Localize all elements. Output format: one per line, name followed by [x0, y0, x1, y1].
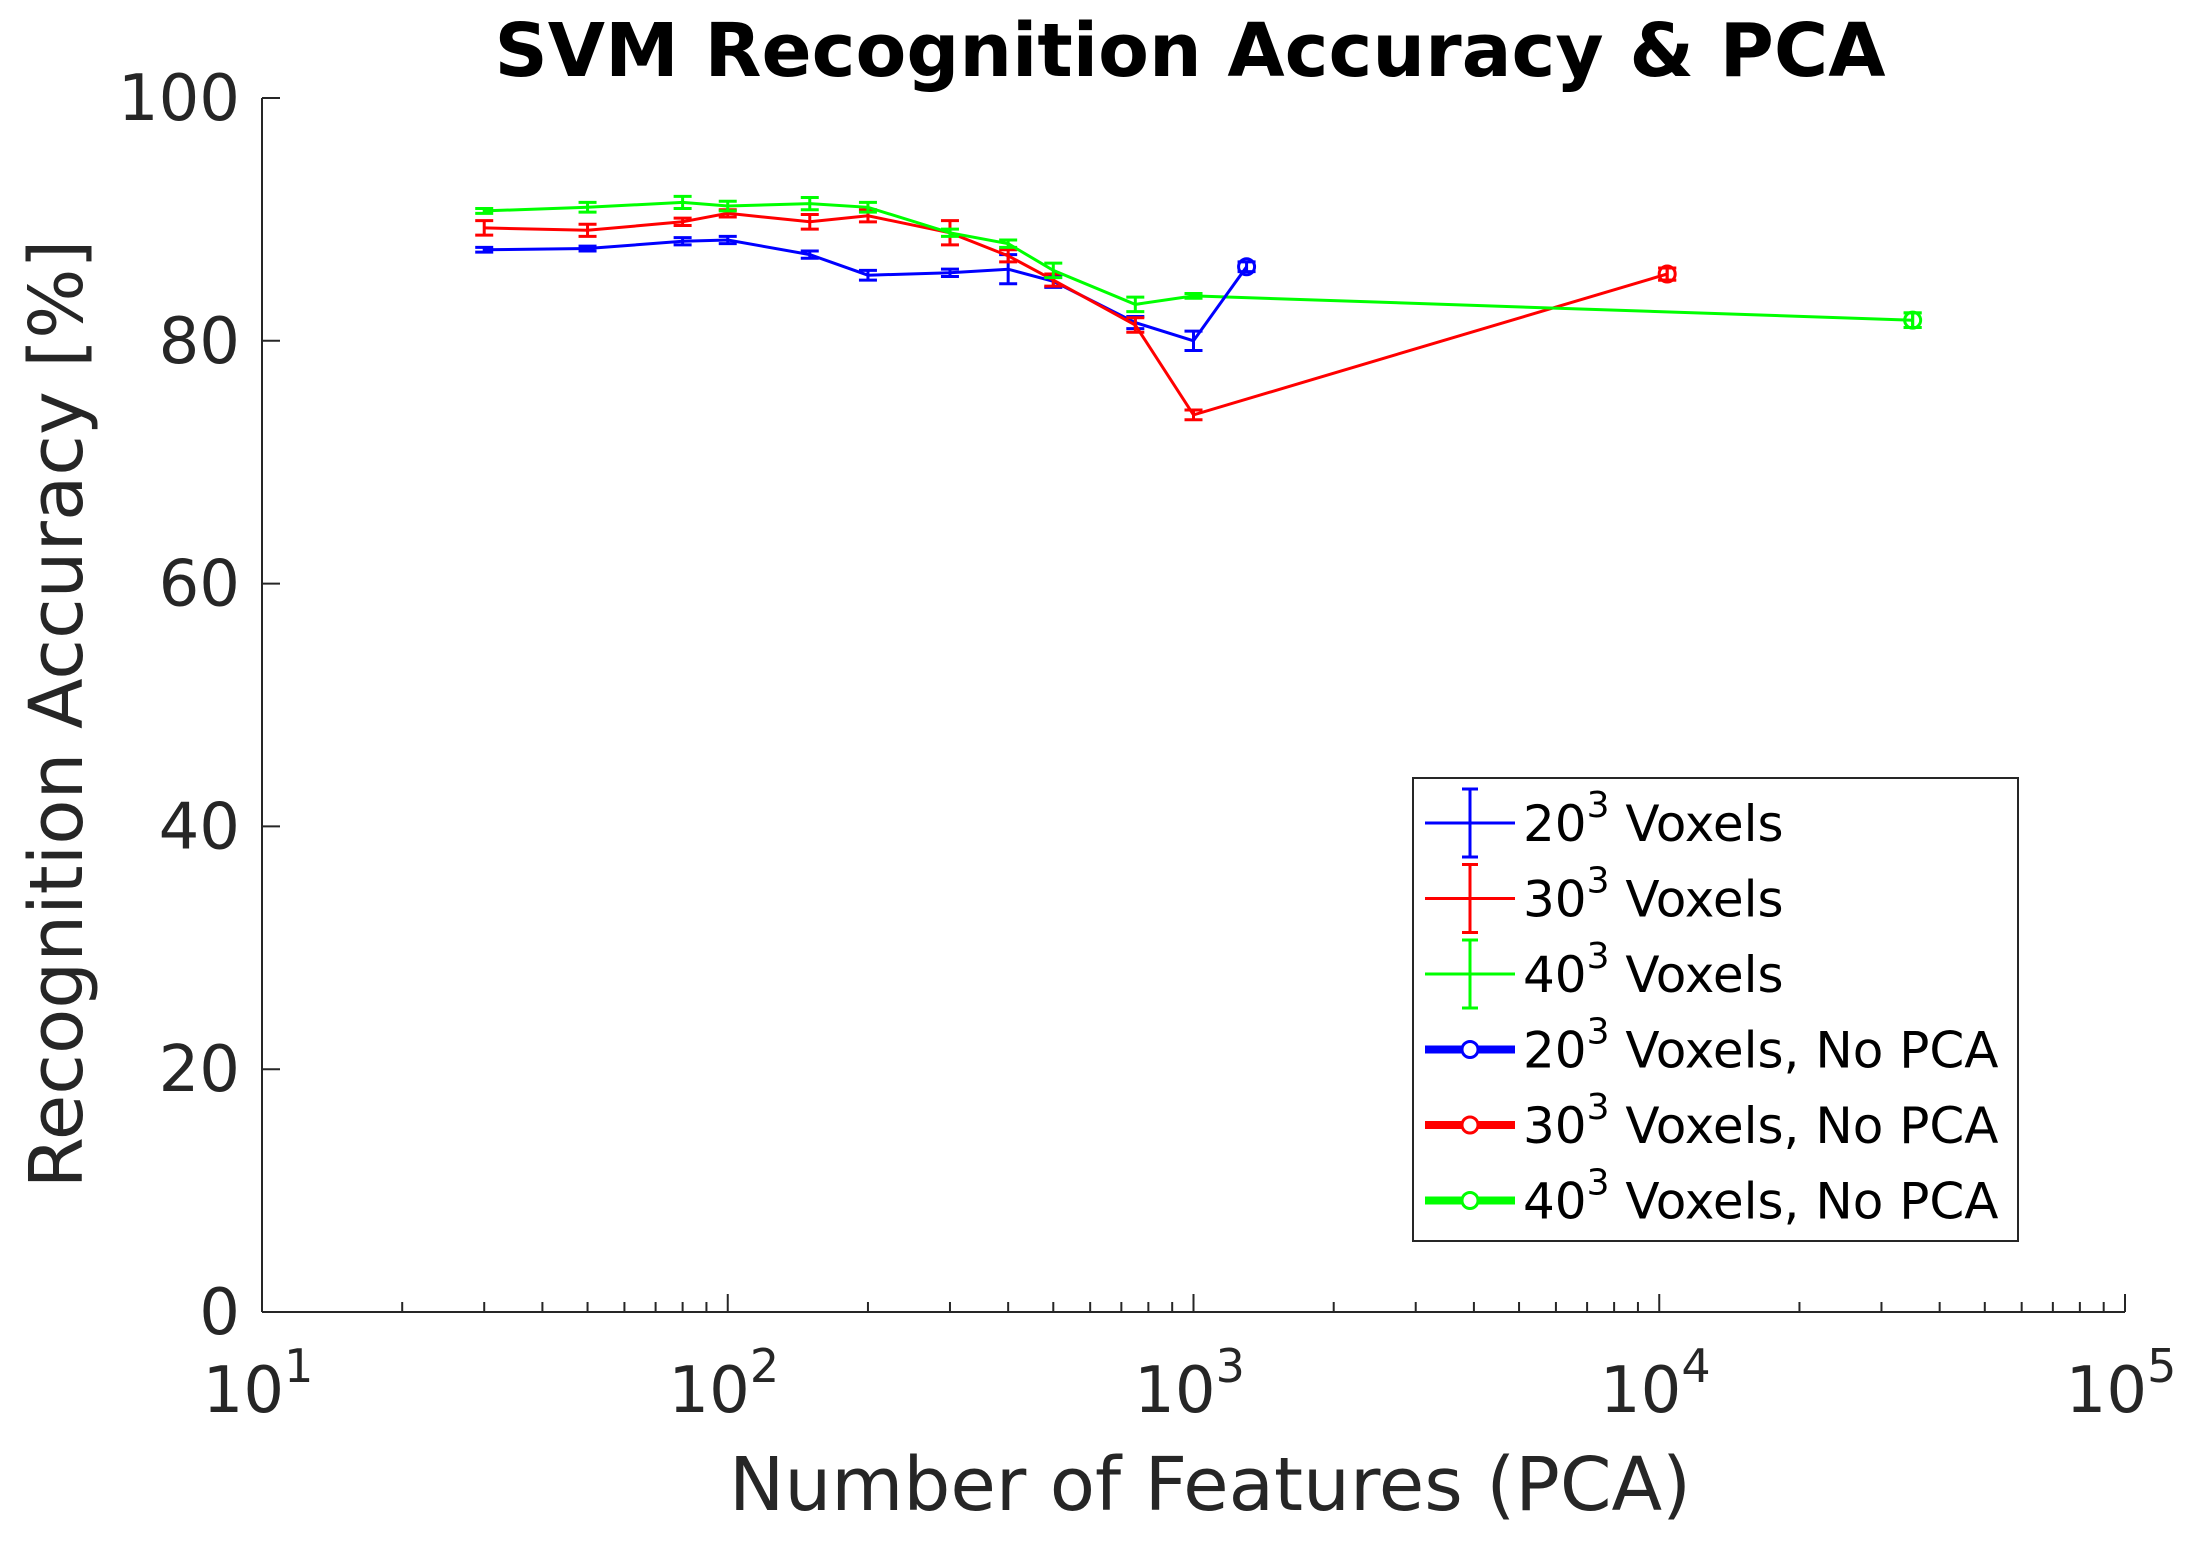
y-axis-label: Recognition Accuracy [%]	[14, 240, 100, 1189]
errorbar-point	[718, 199, 737, 213]
x-tick-label: 101	[203, 1339, 314, 1428]
y-tick-label: 20	[159, 1033, 240, 1107]
plot-area: 0 20 40 60 80 100 101 102 103 104 105	[118, 62, 2177, 1428]
legend-entry: 303 Voxels, No PCA	[1425, 1087, 1999, 1155]
errorbar-point	[475, 206, 494, 215]
circle-marker	[1903, 310, 1923, 330]
x-tick-label: 105	[2066, 1339, 2177, 1428]
errorbar-point	[940, 267, 959, 278]
errorbar-point	[999, 238, 1018, 249]
errorbar-point	[800, 249, 819, 260]
y-tick-label: 60	[159, 548, 240, 622]
legend-entry: 203 Voxels	[1425, 785, 1784, 859]
circle-marker	[1237, 257, 1257, 277]
errorbar-point	[475, 245, 494, 254]
legend: 203 Voxels 303 Voxels 403 Voxels 203 Voxels…	[1412, 777, 2019, 1242]
legend-swatch-marker	[1460, 1040, 1480, 1059]
legend-label: 203 Voxels, No PCA	[1523, 1012, 1999, 1080]
circle-marker	[1657, 264, 1677, 284]
errorbar-point	[673, 194, 692, 210]
errorbar-point	[578, 200, 597, 214]
chart-title: SVM Recognition Accuracy & PCA	[495, 8, 1886, 94]
legend-swatch-marker	[1460, 1191, 1480, 1210]
y-tick-label: 100	[118, 62, 240, 136]
x-tick-label: 103	[1134, 1339, 1245, 1428]
legend-swatch-marker	[1460, 1115, 1480, 1135]
errorbar-point	[858, 268, 877, 282]
legend-entry: 303 Voxels	[1425, 861, 1784, 934]
errorbar-point	[673, 236, 692, 247]
series-line-1	[484, 211, 1668, 417]
y-tick-label: 0	[199, 1276, 240, 1350]
errorbar-point	[1184, 291, 1203, 300]
x-tick-label: 104	[1600, 1339, 1711, 1428]
x-axis-label: Number of Features (PCA)	[729, 1442, 1691, 1528]
series-connector-3	[1192, 265, 1248, 342]
legend-entry: 403 Voxels, No PCA	[1425, 1163, 1999, 1231]
errorbar-point	[475, 219, 494, 237]
errorbar-point	[940, 227, 959, 238]
errorbar-point	[858, 200, 877, 214]
errorbar-point	[1126, 295, 1145, 314]
marker-point	[1657, 264, 1677, 284]
marker-point	[1903, 310, 1923, 330]
errorbar-point	[673, 216, 692, 227]
legend-label: 303 Voxels, No PCA	[1523, 1087, 1999, 1155]
legend-label: 303 Voxels	[1523, 861, 1784, 929]
legend-entry: 203 Voxels, No PCA	[1425, 1012, 1999, 1080]
y-tick-label: 80	[159, 305, 240, 379]
series-line-2	[484, 200, 1913, 322]
errorbar-point	[800, 196, 819, 212]
y-tick-label: 40	[159, 790, 240, 864]
errorbar-point	[1044, 261, 1063, 280]
marker-point	[1237, 257, 1257, 277]
errorbar-point	[578, 244, 597, 253]
legend-label: 403 Voxels, No PCA	[1523, 1163, 1999, 1231]
errorbar-point	[999, 248, 1018, 264]
errorbar-point	[1184, 408, 1203, 422]
errorbar-point	[1126, 316, 1145, 334]
errorbar-point	[800, 213, 819, 231]
legend-label: 203 Voxels	[1523, 785, 1784, 853]
x-tick-label: 102	[668, 1339, 779, 1428]
errorbar-point	[578, 222, 597, 238]
errorbar-point	[718, 234, 737, 246]
legend-label: 403 Voxels	[1523, 936, 1784, 1004]
legend-box	[1412, 777, 2019, 1242]
legend-entry: 403 Voxels	[1425, 936, 1784, 1010]
